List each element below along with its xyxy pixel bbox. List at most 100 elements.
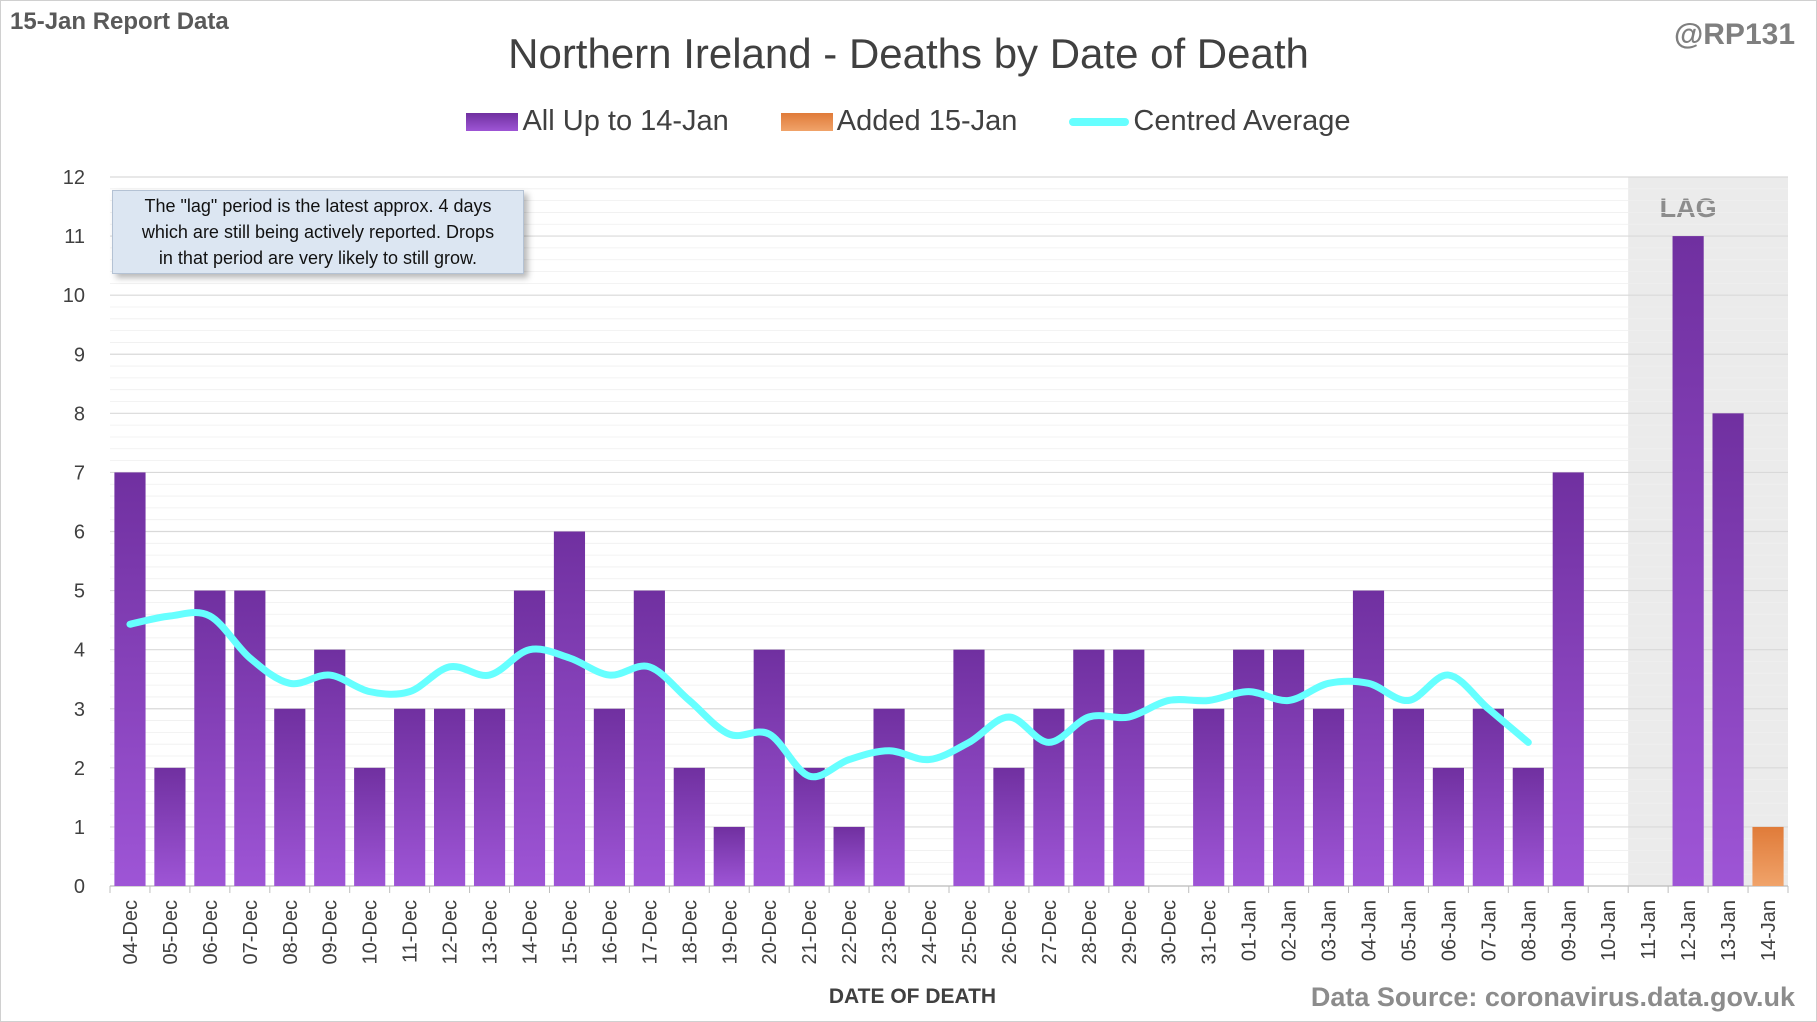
bar-all-up-to-14-jan — [1073, 649, 1105, 886]
y-tick-label: 3 — [74, 699, 85, 721]
x-tick-label: 14-Dec — [520, 900, 542, 964]
bar-all-up-to-14-jan — [1472, 708, 1504, 886]
y-tick-label: 12 — [63, 167, 85, 189]
y-tick-label: 10 — [63, 285, 85, 307]
y-tick-label: 7 — [74, 462, 85, 484]
bar-all-up-to-14-jan — [1512, 767, 1544, 886]
x-tick-label: 30-Dec — [1159, 900, 1181, 964]
legend-item-all-up-to: All Up to 14-Jan — [466, 105, 729, 138]
author-handle: @RP131 — [1674, 18, 1795, 51]
legend-label: Centred Average — [1133, 105, 1351, 137]
x-tick-label: 16-Dec — [599, 900, 621, 964]
bar-all-up-to-14-jan — [953, 649, 985, 886]
chart-legend: All Up to 14-Jan Added 15-Jan Centred Av… — [0, 105, 1817, 138]
x-tick-label: 01-Jan — [1239, 900, 1261, 961]
x-tick-label: 12-Dec — [440, 900, 462, 964]
x-tick-label: 11-Dec — [400, 900, 422, 963]
bar-all-up-to-14-jan — [793, 767, 825, 886]
x-tick-label: 25-Dec — [959, 900, 981, 964]
y-tick-label: 4 — [74, 640, 85, 662]
x-tick-label: 31-Dec — [1199, 900, 1221, 964]
legend-swatch-purple — [466, 112, 519, 131]
bar-added-15-jan — [1752, 826, 1784, 886]
x-tick-label: 17-Dec — [639, 900, 661, 964]
bar-all-up-to-14-jan — [1233, 649, 1265, 886]
bar-all-up-to-14-jan — [1312, 708, 1345, 886]
x-tick-label: 09-Jan — [1558, 900, 1580, 961]
bar-all-up-to-14-jan — [154, 767, 186, 886]
chart-title: Northern Ireland - Deaths by Date of Dea… — [508, 30, 1309, 77]
x-tick-label: 12-Jan — [1678, 900, 1700, 961]
y-tick-label: 11 — [64, 226, 85, 248]
bar-all-up-to-14-jan — [1672, 236, 1704, 887]
x-tick-label: 27-Dec — [1039, 900, 1061, 964]
x-tick-label: 11-Jan — [1638, 900, 1660, 960]
bar-all-up-to-14-jan — [394, 708, 426, 886]
x-tick-label: 28-Dec — [1079, 900, 1101, 964]
bar-all-up-to-14-jan — [553, 531, 586, 886]
bar-all-up-to-14-jan — [1352, 590, 1385, 886]
x-tick-label: 13-Dec — [480, 900, 502, 964]
x-tick-label: 29-Dec — [1119, 900, 1141, 964]
x-tick-label: 20-Dec — [759, 900, 781, 964]
x-tick-label: 06-Jan — [1438, 900, 1460, 961]
legend-label: All Up to 14-Jan — [522, 105, 729, 137]
lag-note-box: The "lag" period is the latest approx. 4… — [112, 190, 524, 274]
bar-all-up-to-14-jan — [873, 708, 905, 886]
y-tick-label: 1 — [74, 817, 85, 839]
bar-all-up-to-14-jan — [513, 590, 546, 886]
bar-all-up-to-14-jan — [593, 708, 625, 886]
x-tick-label: 02-Jan — [1279, 900, 1301, 961]
y-tick-label: 9 — [74, 344, 85, 366]
data-source-label: Data Source: coronavirus.data.gov.uk — [1310, 982, 1795, 1012]
x-tick-label: 06-Dec — [200, 900, 222, 964]
x-tick-label: 15-Dec — [559, 900, 581, 964]
bar-all-up-to-14-jan — [1392, 708, 1425, 886]
x-tick-label: 08-Dec — [280, 900, 302, 964]
bar-all-up-to-14-jan — [633, 590, 665, 886]
bar-all-up-to-14-jan — [753, 649, 785, 886]
legend-item-centred-average: Centred Average — [1069, 105, 1351, 138]
x-tick-label: 18-Dec — [679, 900, 701, 964]
bar-all-up-to-14-jan — [434, 708, 466, 886]
bar-all-up-to-14-jan — [114, 472, 146, 886]
note-line: which are still being actively reported.… — [141, 222, 495, 242]
x-tick-label: 24-Dec — [919, 900, 941, 964]
bar-all-up-to-14-jan — [1193, 708, 1225, 886]
bar-all-up-to-14-jan — [833, 826, 865, 886]
bar-all-up-to-14-jan — [473, 708, 506, 886]
legend-swatch-orange — [780, 112, 833, 131]
y-tick-label: 6 — [74, 522, 85, 544]
x-tick-label: 04-Jan — [1359, 900, 1381, 961]
centred-average-line — [126, 609, 1532, 781]
x-tick-label: 07-Dec — [240, 900, 262, 964]
bar-all-up-to-14-jan — [1113, 649, 1145, 886]
bar-all-up-to-14-jan — [274, 708, 306, 886]
bar-all-up-to-14-jan — [1712, 413, 1744, 886]
x-tick-label: 22-Dec — [839, 900, 861, 964]
x-tick-label: 10-Dec — [360, 900, 382, 964]
x-tick-label: 23-Dec — [879, 900, 901, 964]
x-tick-label: 19-Dec — [719, 900, 741, 964]
x-tick-label: 08-Jan — [1518, 900, 1540, 961]
y-tick-label: 5 — [74, 581, 85, 603]
x-tick-label: 05-Dec — [160, 900, 182, 964]
x-tick-label: 13-Jan — [1718, 900, 1740, 961]
x-tick-label: 04-Dec — [120, 900, 142, 964]
x-tick-label: 10-Jan — [1598, 900, 1620, 961]
report-date-label: 15-Jan Report Data — [10, 8, 229, 35]
legend-swatch-cyan-line — [1069, 117, 1130, 126]
legend-item-added: Added 15-Jan — [780, 105, 1017, 138]
bar-all-up-to-14-jan — [314, 649, 346, 886]
x-tick-label: 05-Jan — [1398, 900, 1420, 961]
x-tick-label: 07-Jan — [1478, 900, 1500, 961]
bar-all-up-to-14-jan — [673, 767, 705, 886]
note-line: The "lag" period is the latest approx. 4… — [144, 196, 492, 216]
x-axis-title: DATE OF DEATH — [828, 985, 997, 1008]
bar-all-up-to-14-jan — [713, 826, 745, 886]
bar-all-up-to-14-jan — [1552, 472, 1584, 886]
x-tick-label: 21-Dec — [799, 900, 821, 964]
bar-all-up-to-14-jan — [993, 767, 1025, 886]
bar-all-up-to-14-jan — [1273, 649, 1305, 886]
